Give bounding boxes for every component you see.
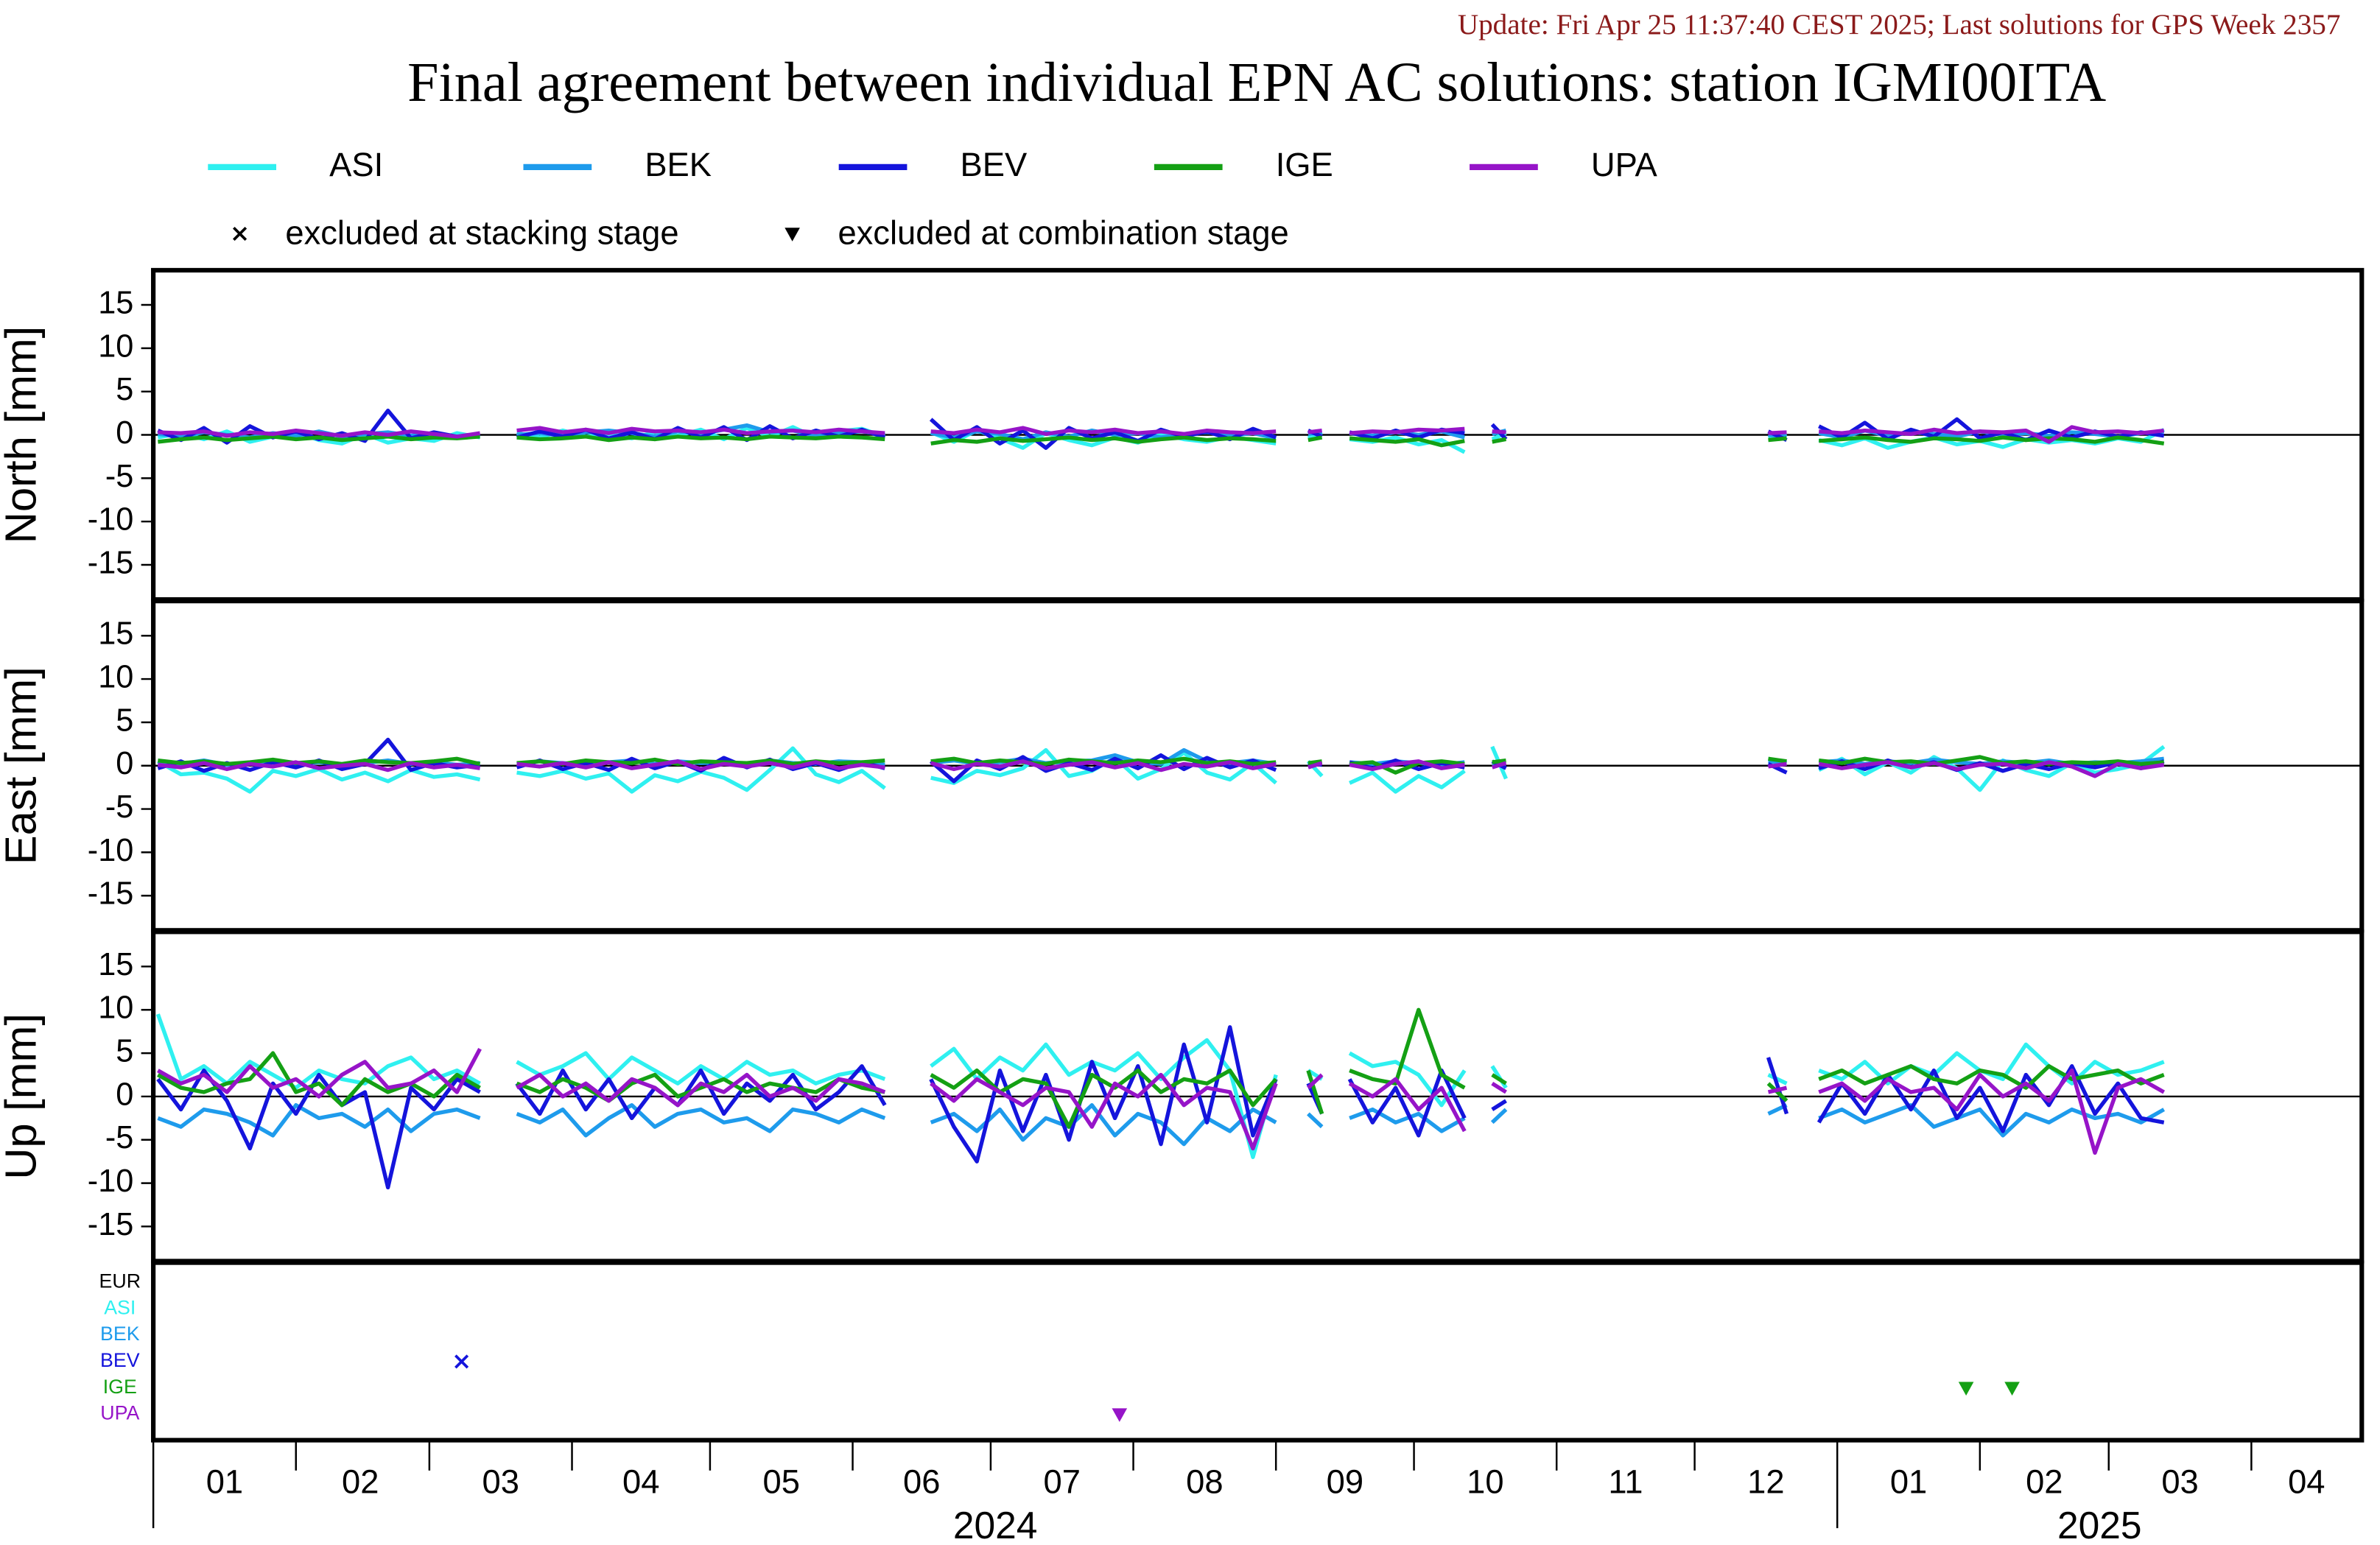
series-line — [157, 1007, 2165, 1129]
y-tick-label: -10 — [88, 502, 134, 538]
legend-label: IGE — [1276, 146, 1333, 183]
x-tick-label: 02 — [2026, 1463, 2063, 1500]
x-tick-label: 07 — [1044, 1463, 1081, 1500]
marker-triangle — [784, 228, 800, 242]
panel-frame — [151, 1260, 2365, 1443]
row-label: BEK — [100, 1323, 140, 1345]
legend-label: excluded at stacking stage — [285, 214, 678, 252]
y-tick-label: -5 — [105, 1120, 133, 1155]
y-tick-label: 0 — [116, 415, 133, 451]
legend-label: ASI — [329, 146, 383, 183]
y-tick-label: 5 — [116, 703, 133, 738]
y-tick-label: 10 — [98, 659, 133, 694]
series-line — [157, 1103, 2166, 1147]
y-tick-label: -10 — [88, 1164, 134, 1199]
y-tick-label: -15 — [88, 1207, 134, 1242]
x-tick-label: 12 — [1747, 1463, 1784, 1500]
row-label: BEV — [100, 1349, 140, 1371]
x-tick-label: 08 — [1186, 1463, 1223, 1500]
x-tick-label: 01 — [206, 1463, 243, 1500]
y-axis-label: East [mm] — [0, 666, 46, 865]
y-axis-label: North [mm] — [0, 326, 46, 543]
x-tick-label: 04 — [622, 1463, 659, 1500]
row-label: IGE — [103, 1376, 137, 1398]
y-tick-label: -15 — [88, 876, 134, 912]
x-tick-label: 04 — [2288, 1463, 2325, 1500]
legend-label: UPA — [1591, 146, 1658, 183]
x-tick-label: 02 — [342, 1463, 379, 1500]
marker-triangle — [1112, 1408, 1128, 1422]
series-line — [158, 759, 2165, 778]
series-line — [158, 425, 2164, 444]
y-tick-label: 5 — [116, 372, 133, 407]
x-tick-label: 05 — [763, 1463, 800, 1500]
x-tick-label: 06 — [903, 1463, 940, 1500]
x-year-label: 2025 — [2057, 1504, 2142, 1545]
legend-label: BEK — [645, 146, 712, 183]
x-tick-label: 03 — [482, 1463, 519, 1500]
x-year-label: 2024 — [953, 1504, 1038, 1545]
chart-title: Final agreement between individual EPN A… — [407, 52, 2106, 113]
x-tick-label: 09 — [1327, 1463, 1363, 1500]
update-note: Update: Fri Apr 25 11:37:40 CEST 2025; L… — [1458, 9, 2341, 41]
series-line — [156, 1025, 2165, 1190]
y-tick-label: 10 — [98, 990, 133, 1026]
marker-triangle — [1958, 1382, 1974, 1396]
x-tick-label: 01 — [1890, 1463, 1927, 1500]
series-line — [157, 1047, 2166, 1155]
y-tick-label: 10 — [98, 328, 133, 364]
y-tick-label: 15 — [98, 947, 133, 982]
y-tick-label: -15 — [88, 545, 134, 580]
row-label: EUR — [99, 1270, 141, 1292]
x-tick-label: 10 — [1467, 1463, 1503, 1500]
x-tick-label: 03 — [2161, 1463, 2198, 1500]
legend-label: excluded at combination stage — [838, 214, 1288, 252]
y-tick-label: 0 — [116, 746, 133, 781]
y-tick-label: 0 — [116, 1077, 133, 1112]
y-tick-label: 15 — [98, 285, 133, 320]
y-tick-label: -5 — [105, 459, 133, 494]
series-line — [158, 434, 2165, 448]
row-label: UPA — [100, 1402, 139, 1424]
series-line — [158, 755, 2164, 775]
marker-triangle — [2004, 1382, 2020, 1396]
legend-label: BEV — [961, 146, 1028, 183]
y-tick-label: 15 — [98, 616, 133, 652]
marker-x — [454, 1354, 469, 1369]
y-tick-label: 5 — [116, 1034, 133, 1069]
x-tick-label: 11 — [1608, 1463, 1643, 1500]
y-tick-label: -5 — [105, 789, 133, 825]
y-tick-label: -10 — [88, 833, 134, 868]
marker-x — [233, 226, 248, 242]
y-axis-label: Up [mm] — [0, 1013, 46, 1180]
row-label: ASI — [104, 1296, 136, 1318]
